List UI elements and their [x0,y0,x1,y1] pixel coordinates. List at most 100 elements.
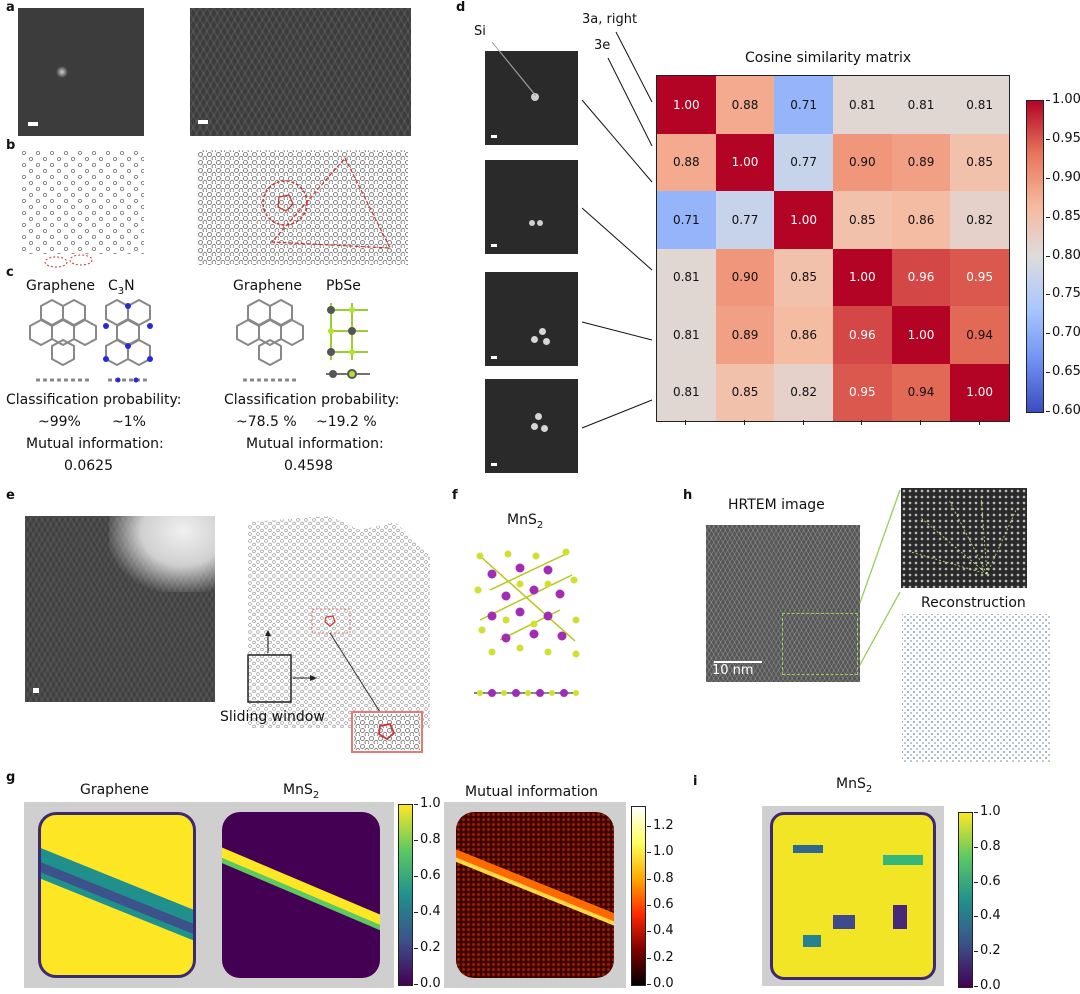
heatmap-cell-r1-c4: 0.89 [891,133,951,191]
map-title-mutual-information: Mutual information [465,784,599,800]
heatmap-cell-r1-c0: 0.88 [657,133,716,191]
heatmap-cell-r2-c1: 0.77 [715,191,775,249]
colorbar-tick [1046,255,1050,257]
panel-label-e: e [6,488,15,503]
colorbar-tick [1046,138,1050,140]
scale-bar [33,688,39,693]
stem-thumb-4 [485,379,578,473]
heatmap-cell-r5-c3: 0.95 [833,363,892,421]
heatmap-cell-r3-c1: 0.90 [715,248,775,306]
heatmap-cell-r4-c2: 0.86 [774,306,833,364]
map-title-mns2: MnS2 [283,782,320,801]
viridis-colorbar-i-ticks: 1.0 0.8 0.6 0.4 0.2 0.0 [974,804,1014,993]
colorbar-tick [647,984,651,985]
panel-label-b: b [6,138,16,153]
hrtem-image: 10 nm [706,525,860,682]
pbse-structure [326,303,370,379]
heatmap-x-ticks [656,420,1008,426]
colorbar-tick-label: 0.4 [653,923,674,939]
defect-circle [262,180,308,226]
x-tick [978,420,980,425]
colorbar-tick-label: 0.85 [1052,208,1080,224]
heatmap-cell-r3-c0: 0.81 [657,248,716,306]
colorbar-tick-label: 0.80 [1052,247,1080,263]
mutual-information-map [456,812,614,978]
x-tick [802,420,804,425]
reference-3e: 3e [594,38,611,53]
zoom-overlay-lines [910,495,1018,575]
colorbar-tick-label: 0.4 [420,904,441,919]
mns2-probability-map [222,812,380,978]
colorbar-tick [414,912,418,913]
colorbar-tick-label: 0.0 [980,978,1001,993]
heatmap-cell-r4-c1: 0.89 [715,306,775,364]
colorbar-tick [647,878,651,880]
mns2-side-view [477,689,579,697]
colorbar-tick [1046,294,1050,296]
heatmap-cell-r1-c3: 0.90 [833,133,892,191]
mutual-information-label-left: Mutual information: [26,436,164,452]
colorbar-tick-label: 1.2 [653,817,674,833]
viridis-colorbar-g [398,804,413,986]
panel-label-a: a [6,0,15,15]
panel-label-h: h [683,488,693,503]
graphene-structure-left [29,298,97,367]
cosine-matrix-title: Cosine similarity matrix [745,50,912,66]
colorbar-tick-label: 0.4 [980,908,1001,924]
reconstruction-map [902,614,1050,762]
colorbar-tick [1046,100,1050,101]
colorbar-tick [414,984,418,985]
atom-map-dense [198,150,408,265]
colorbar-tick-label: 0.8 [980,838,1001,854]
panel-label-g: g [6,770,16,785]
heatmap-cell-r4-c4: 1.00 [891,306,951,364]
material-c3n: C3N [108,278,135,297]
graphene-structure-right [236,298,304,367]
grain-boundary-triangle [270,156,391,249]
colorbar-tick-label: 0.70 [1052,325,1080,341]
colorbar-tick-label: 0.2 [980,943,1001,959]
panel-label-f: f [452,488,458,503]
colorbar-tick [974,846,978,848]
classification-probability-label-right: Classification probability: [224,392,400,408]
scale-bar-label: 10 nm [712,663,754,678]
sliding-window-box [247,654,292,703]
x-tick [920,420,921,425]
highlight-ellipse [44,256,68,268]
material-graphene-right: Graphene [233,278,303,294]
heatmap-cell-r4-c0: 0.81 [657,306,716,364]
mutual-information-value-left: 0.0625 [64,458,113,474]
colorbar-tick [647,931,651,933]
heatmap-cell-r2-c5: 0.82 [950,191,1009,249]
stem-thumb-2 [485,160,578,254]
heatmap-cell-r5-c5: 1.00 [950,363,1009,421]
mutual-information-label-right: Mutual information: [246,436,384,452]
heatmap-cell-r2-c0: 0.71 [657,191,716,249]
x-tick [685,420,687,425]
zoom-line [855,489,901,615]
viridis-colorbar-g-ticks: 1.0 0.8 0.6 0.4 0.2 0.0 [414,796,454,991]
atom-map-sparse [22,150,144,254]
panel-label-i: i [693,774,698,789]
heatmap-cell-r1-c2: 0.77 [774,133,833,191]
colorbar-tick-label: 0.0 [420,976,441,991]
mutual-information-value-right: 0.4598 [284,458,333,474]
colorbar-tick [974,986,978,987]
stem-thumb-1 [485,51,578,145]
zoom-region-box [782,613,858,675]
graphene-probability-map [38,812,196,978]
colorbar-tick [647,957,651,959]
colorbar-tick [974,951,978,953]
heatmap-cell-r5-c2: 0.82 [774,363,833,421]
heatmap-cell-r4-c5: 0.94 [950,306,1009,364]
colorbar-tick-label: 1.0 [980,804,1001,819]
colorbar-tick [647,852,651,854]
scale-bar [198,120,208,124]
colorbar-tick [1046,411,1050,412]
colorbar-tick-label: 0.6 [980,873,1001,889]
panel-label-d: d [456,0,466,15]
colorbar-tick [414,876,418,877]
hot-colorbar-g-ticks: 1.2 1.0 0.8 0.6 0.4 0.2 0.0 [647,806,687,991]
contamination-region [109,516,215,592]
heatmap-cell-r1-c5: 0.85 [950,133,1009,191]
